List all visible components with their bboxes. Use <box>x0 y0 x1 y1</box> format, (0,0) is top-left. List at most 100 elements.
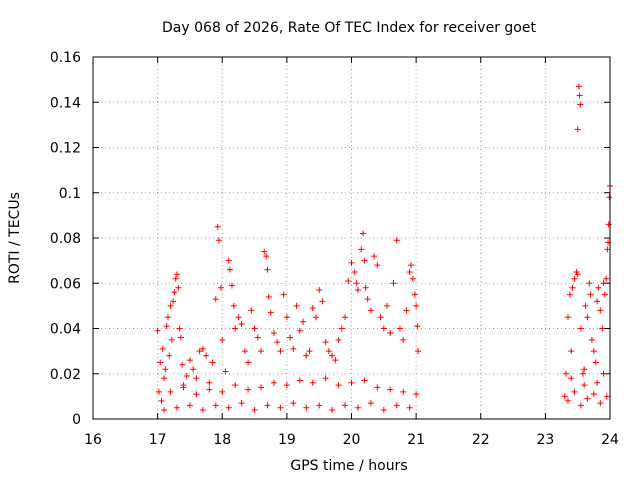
data-point <box>274 339 281 346</box>
data-point <box>265 293 272 300</box>
data-point <box>342 314 349 321</box>
data-point <box>264 266 271 273</box>
data-point <box>588 336 595 343</box>
data-point <box>270 330 277 337</box>
data-point <box>600 370 607 377</box>
data-point <box>586 280 593 287</box>
y-tick-label: 0.08 <box>50 231 81 247</box>
data-point <box>312 314 319 321</box>
data-point <box>406 268 413 275</box>
data-point <box>348 379 355 386</box>
data-point <box>241 348 248 355</box>
data-point <box>162 366 169 373</box>
data-point <box>403 307 410 314</box>
data-point <box>267 309 274 316</box>
data-point <box>358 246 365 253</box>
y-tick-label: 0.04 <box>50 322 81 338</box>
data-point <box>216 237 223 244</box>
data-point <box>364 296 371 303</box>
data-point <box>316 287 323 294</box>
data-point <box>564 314 571 321</box>
data-point <box>413 302 420 309</box>
data-point <box>577 325 584 332</box>
data-point <box>203 352 210 359</box>
x-axis-label: GPS time / hours <box>290 458 407 474</box>
data-point <box>362 284 369 291</box>
data-point <box>353 280 360 287</box>
data-point <box>371 253 378 260</box>
data-point <box>167 302 174 309</box>
data-point <box>393 237 400 244</box>
data-point <box>322 339 329 346</box>
data-point <box>167 388 174 395</box>
data-point <box>576 92 583 99</box>
data-point <box>561 393 568 400</box>
data-point <box>590 348 597 355</box>
data-point <box>161 406 168 413</box>
data-point <box>283 314 290 321</box>
data-point <box>335 336 342 343</box>
data-point <box>174 271 181 278</box>
data-point <box>361 257 368 264</box>
data-point <box>158 397 165 404</box>
data-point <box>319 298 326 305</box>
data-point <box>380 406 387 413</box>
data-point <box>209 359 216 366</box>
data-point <box>206 386 213 393</box>
data-point <box>594 298 601 305</box>
data-point <box>251 325 258 332</box>
data-point <box>571 388 578 395</box>
data-point <box>601 291 608 298</box>
data-point <box>193 375 200 382</box>
data-point <box>590 391 597 398</box>
data-point <box>186 357 193 364</box>
data-point <box>196 348 203 355</box>
data-point <box>186 402 193 409</box>
y-tick-label: 0.16 <box>50 50 81 66</box>
data-point <box>228 282 235 289</box>
data-point <box>212 402 219 409</box>
plot-frame <box>92 56 611 420</box>
y-tick-labels: 0 0.02 0.04 0.06 0.08 0.1 0.12 0.14 0.16 <box>50 50 81 428</box>
x-tick-label: 20 <box>343 432 361 448</box>
data-point <box>171 289 178 296</box>
data-point <box>581 382 588 389</box>
data-point <box>309 379 316 386</box>
x-tick-label: 19 <box>278 432 296 448</box>
data-point <box>280 291 287 298</box>
x-tick-label: 22 <box>472 432 490 448</box>
data-point <box>277 348 284 355</box>
data-point <box>164 314 171 321</box>
data-point <box>568 375 575 382</box>
grid-lines <box>93 57 610 419</box>
data-point <box>303 404 310 411</box>
data-point <box>193 391 200 398</box>
data-point <box>605 221 612 228</box>
data-point <box>180 384 187 391</box>
x-tick-label: 21 <box>407 432 425 448</box>
data-point <box>227 266 234 273</box>
data-point <box>199 406 206 413</box>
data-point <box>606 194 613 201</box>
y-tick-label: 0.12 <box>50 141 81 157</box>
data-point <box>393 402 400 409</box>
data-point <box>566 291 573 298</box>
data-point <box>222 368 229 375</box>
data-point <box>258 348 265 355</box>
data-point <box>374 384 381 391</box>
data-point <box>179 361 186 368</box>
data-point <box>248 307 255 314</box>
data-point <box>206 379 213 386</box>
data-point <box>597 400 604 407</box>
data-point <box>176 325 183 332</box>
data-point <box>251 406 258 413</box>
data-point <box>577 101 584 108</box>
x-tick-label: 23 <box>536 432 554 448</box>
data-point <box>571 275 578 282</box>
y-tick-label: 0.14 <box>50 95 81 111</box>
x-tick-label: 18 <box>213 432 231 448</box>
data-point <box>316 402 323 409</box>
data-point <box>387 386 394 393</box>
data-point <box>329 352 336 359</box>
data-point <box>293 302 300 309</box>
